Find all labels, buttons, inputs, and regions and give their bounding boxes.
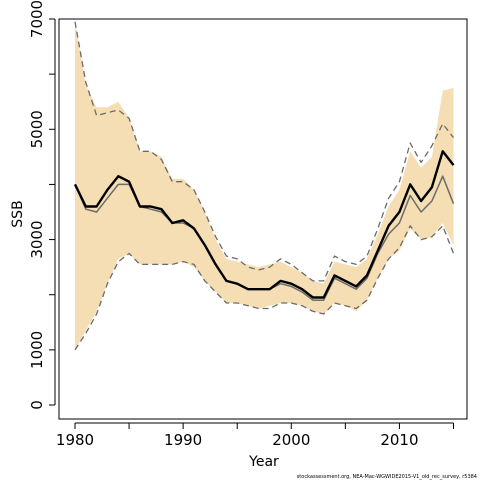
comparison-lower-ci-line [74, 225, 455, 351]
y-tick-label: 0 [28, 400, 46, 410]
x-tick-label: 2010 [380, 431, 418, 449]
x-tick-label: 1980 [56, 431, 94, 449]
footer-credit: stockassessment.org, NEA-Mac-WGWIDE2015-… [297, 474, 477, 480]
y-tick-label: 5000 [28, 110, 46, 148]
x-axis-title: Year [248, 454, 279, 470]
y-axis: 0 1000 3000 5000 7000 [28, 0, 56, 410]
data-marks [73, 21, 455, 351]
y-tick-label: 3000 [28, 220, 46, 258]
confidence-band [75, 21, 454, 350]
y-axis-title: SSB [10, 200, 26, 227]
plot-frame [58, 18, 468, 420]
x-axis: 1980 1990 2000 2010 [56, 422, 454, 449]
x-tick-label: 2000 [272, 431, 310, 449]
plot-area [58, 18, 468, 420]
x-tick-label: 1990 [164, 431, 202, 449]
ssb-estimate-line [73, 150, 455, 299]
y-tick-label: 7000 [28, 0, 46, 38]
comparison-upper-ci-line [74, 21, 455, 282]
y-tick-label: 1000 [28, 331, 46, 369]
